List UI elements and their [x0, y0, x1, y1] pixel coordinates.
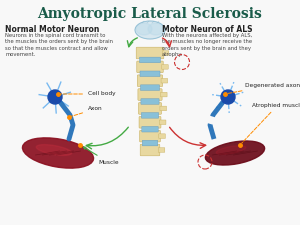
Text: Cell body: Cell body	[61, 92, 116, 97]
Text: With the neurons affected by ALS,
the muscles no longer receive the
orders sent : With the neurons affected by ALS, the mu…	[162, 33, 252, 57]
FancyBboxPatch shape	[162, 51, 169, 55]
FancyBboxPatch shape	[162, 65, 168, 69]
Text: Amyotropic Lateral Sclerosis: Amyotropic Lateral Sclerosis	[38, 7, 262, 21]
FancyBboxPatch shape	[142, 140, 158, 146]
Ellipse shape	[206, 141, 265, 165]
FancyBboxPatch shape	[139, 103, 161, 114]
FancyBboxPatch shape	[161, 79, 168, 83]
Ellipse shape	[36, 145, 72, 155]
FancyBboxPatch shape	[140, 130, 160, 142]
FancyBboxPatch shape	[159, 120, 166, 125]
FancyBboxPatch shape	[141, 112, 159, 118]
Text: Neurons in the spinal cord transmit to
the muscles the orders sent by the brain
: Neurons in the spinal cord transmit to t…	[5, 33, 113, 57]
Ellipse shape	[148, 23, 164, 35]
Text: Normal Motor Neuron: Normal Motor Neuron	[5, 25, 99, 34]
Ellipse shape	[22, 138, 94, 168]
FancyBboxPatch shape	[138, 89, 162, 100]
FancyBboxPatch shape	[139, 117, 161, 128]
Text: Axon: Axon	[72, 106, 103, 116]
Text: Motor Neuron of ALS: Motor Neuron of ALS	[162, 25, 253, 34]
Ellipse shape	[136, 23, 152, 35]
FancyBboxPatch shape	[137, 61, 163, 73]
FancyBboxPatch shape	[140, 85, 160, 90]
Text: Muscle: Muscle	[83, 147, 118, 164]
Text: Atrophied muscle: Atrophied muscle	[242, 103, 300, 143]
FancyBboxPatch shape	[160, 92, 167, 97]
FancyBboxPatch shape	[140, 71, 160, 76]
Ellipse shape	[216, 146, 246, 154]
Circle shape	[221, 90, 235, 104]
FancyBboxPatch shape	[141, 99, 159, 104]
FancyBboxPatch shape	[140, 144, 160, 156]
Ellipse shape	[135, 21, 165, 39]
FancyBboxPatch shape	[140, 57, 160, 63]
Circle shape	[48, 90, 62, 104]
FancyBboxPatch shape	[160, 106, 166, 111]
FancyBboxPatch shape	[142, 126, 158, 132]
FancyBboxPatch shape	[159, 134, 165, 138]
Text: Degenerated axon: Degenerated axon	[228, 83, 300, 93]
FancyBboxPatch shape	[137, 75, 163, 87]
FancyBboxPatch shape	[158, 148, 165, 152]
FancyBboxPatch shape	[136, 47, 164, 59]
